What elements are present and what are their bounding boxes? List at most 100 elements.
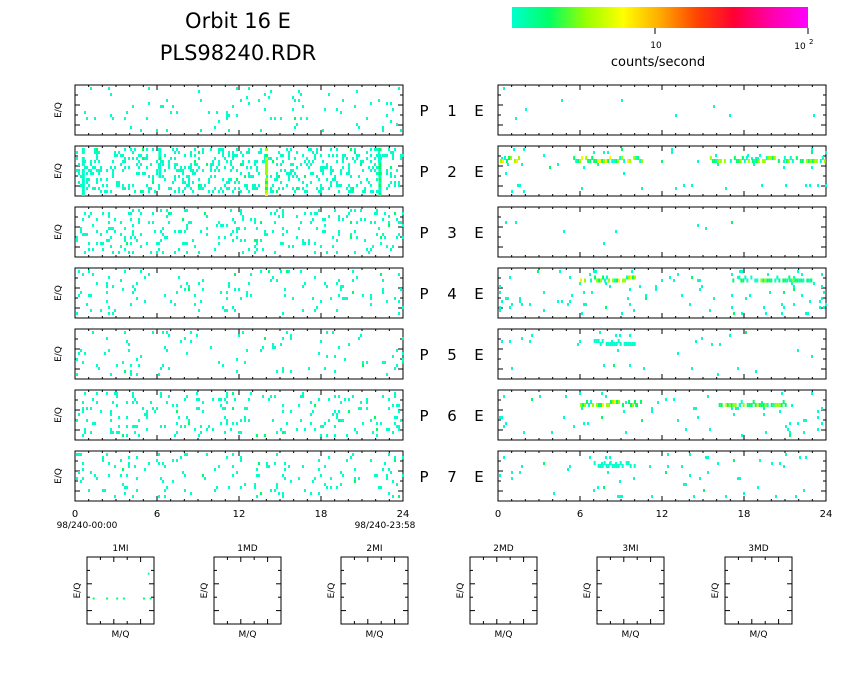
panel-right-p6-band-pixel [592,403,594,407]
panel-left-p7-pixel [320,474,322,477]
panel-left-p2-pixel [136,172,138,175]
panel-right-p6-band-pixel [772,403,775,407]
panel-left-p2-pixel [366,157,368,160]
panel-right-p3-pixel [515,221,517,224]
panel-right-p5-band-pixel [627,342,630,346]
panel-right-p7-band-pixel [615,464,618,468]
panel-left-p2-pixel [248,175,250,178]
panel-left-p3-pixel [162,251,164,254]
panel-left-p5-pixel [190,340,192,343]
panel-right-p6-pixel [803,419,805,422]
panel-left-p2-pixel [222,154,224,157]
panel-left-p6-pixel [248,398,250,401]
panel-left-p4-pixel [248,282,250,285]
panel-left-p6-pixel [82,401,84,404]
time-tick-left-18: 18 [315,509,328,520]
panel-left-p3-pixel [396,236,398,239]
panel-left-p5-pixel [402,337,404,340]
panel-left-p4-pixel [198,309,200,312]
panel-left-p2-streak-pixel [378,184,382,187]
panel-left-p2-pixel [92,166,94,169]
panel-left-p2-streak-pixel [378,169,382,172]
panel-left-p4-pixel [90,309,92,312]
panel-left-p3-pixel [226,224,228,227]
panel-left-p2-pixel [150,163,152,166]
panel-left-p5-pixel [160,367,162,370]
panel-left-p2-pixel [310,148,312,151]
panel-right-p4-pixel [731,273,733,276]
panel-left-p6-pixel [156,407,158,410]
panel-left-p4-pixel [344,297,346,300]
mass-panels: 1MIM/QE/Q1MDM/QE/Q2MIM/QE/Q2MDM/QE/Q3MIM… [73,544,793,640]
panel-left-p1-pixel [396,123,398,126]
panel-left-p6-pixel [394,392,396,395]
panel-left-p3-pixel [240,239,242,242]
panel-left-p2-pixel [328,187,330,190]
panel-right-p2-pixel [757,157,759,160]
panel-right-p4-band-pixel [808,278,811,283]
panel-left-p2-pixel [390,175,392,178]
panel-left-p2-pixel [170,187,172,190]
panel-right-p2-band-pixel [607,159,610,163]
panel-left-p6-pixel [298,404,300,407]
panel-right-p5-band-pixel [597,339,600,343]
panel-right-p6-band-pixel [614,400,616,404]
row-label-p: P [419,346,428,364]
panel-left-p2-pixel [202,187,204,190]
panel-left-p1-pixel [264,108,266,111]
panel-right-p7-band-pixel [593,461,596,465]
panel-right-p6-band-pixel [630,403,632,407]
panel-left-p2-pixel [254,160,256,163]
row-label-e: E [474,285,483,303]
panel-left-p3-pixel [174,230,176,233]
panel-left-p1-pixel [268,96,270,99]
panel-left-p1-pixel [172,105,174,108]
panel-right-p4-pixel [823,306,825,309]
panel-left-p7-pixel [214,468,216,471]
panel-left-p7-pixel [190,492,192,495]
panel-left-p2-pixel [222,151,224,154]
panel-left-p7-pixel [254,483,256,486]
panel-left-p2-pixel [168,166,170,169]
panel-left-p2-pixel [220,148,222,151]
panel-right-p4-pixel [595,270,597,273]
panel-left-p2-streak-pixel [81,157,85,160]
panel-right-p7-pixel [603,486,605,489]
panel-left-p6-pixel [224,398,226,401]
panel-left-p7-pixel [258,462,260,465]
panel-left-p2-pixel [84,166,86,169]
panel-left-p2-pixel [376,172,378,175]
panel-left-p2-pixel [86,178,88,181]
panel-left-p6-pixel [82,407,84,410]
panel-right-p2-band-pixel [605,159,608,163]
panel-right-p2-pixel [597,163,599,166]
panel-left-p2-pixel [78,172,80,175]
time-tick-right-6: 6 [577,509,583,520]
panel-right-p7-pixel [771,462,773,465]
mass-panel-frame [86,556,155,625]
panel-right-p4-pixel [605,282,607,285]
panel-right-p2-band-pixel [795,156,798,160]
panel-left-p2-pixel [214,175,216,178]
panel-left-p2-pixel [250,166,252,169]
panel-left-p2-pixel [100,178,102,181]
panel-left-p1-pixel [108,87,110,90]
panel-left-p2-streak-pixel [264,187,268,190]
panel-left-p2-pixel [392,157,394,160]
panel-left-p6-pixel [380,422,382,425]
panel-left-p2-pixel [100,166,102,169]
panel-left-p6-pixel [126,416,128,419]
panel-left-p6-pixel [180,425,182,428]
panel-left-p2-pixel [276,175,278,178]
panel-left-p6-pixel [84,392,86,395]
mass-panel-y-label: E/Q [327,583,337,599]
panel-left-p2-pixel [338,190,340,193]
panel-left-p7-pixel [354,477,356,480]
panel-left-p3-pixel [134,236,136,239]
panel-left-p5-pixel [96,364,98,367]
panel-left-p1-pixel [148,102,150,105]
panel-left-p6-pixel [392,431,394,434]
panel-left-p7-pixel [176,459,178,462]
panel-left-p2-pixel [244,184,246,187]
panel-left-p7-pixel [390,471,392,474]
